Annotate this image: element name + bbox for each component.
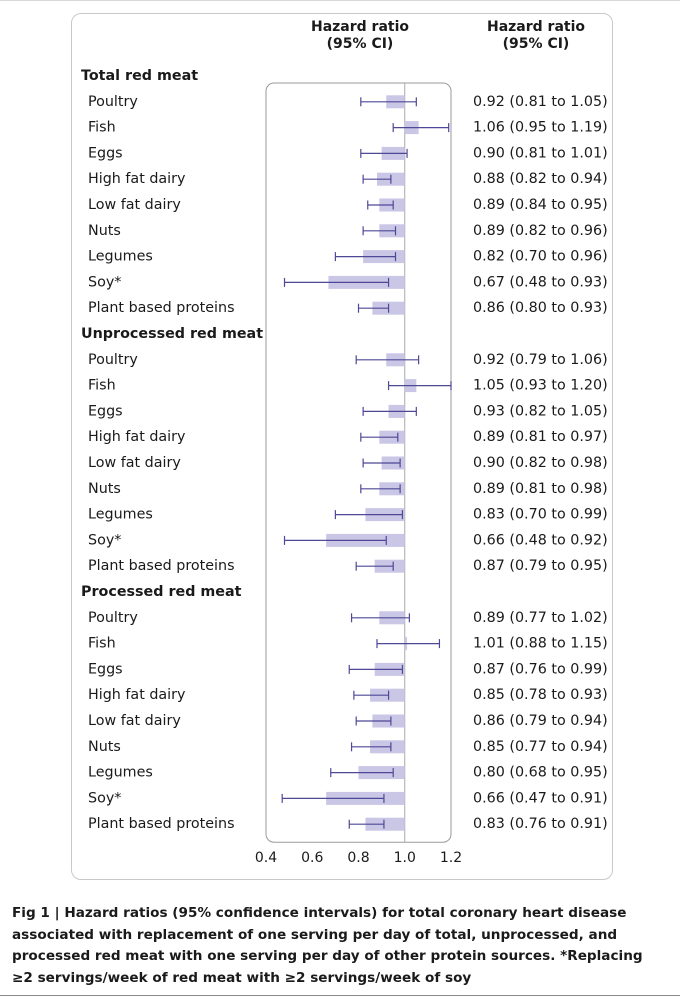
- hr-value-text: 0.88 (0.82 to 0.94): [473, 171, 608, 187]
- hr-value-text: 0.89 (0.84 to 0.95): [473, 197, 608, 213]
- row-label: Soy*: [88, 274, 121, 290]
- hr-value-text: 0.82 (0.70 to 0.96): [473, 249, 608, 265]
- row-label: Nuts: [88, 481, 121, 497]
- hr-value-text: 0.67 (0.48 to 0.93): [473, 274, 608, 290]
- hr-value-text: 0.92 (0.79 to 1.06): [473, 352, 608, 368]
- row-label: Low fat dairy: [88, 713, 181, 729]
- hr-value-text: 0.90 (0.81 to 1.01): [473, 145, 608, 161]
- row-label: High fat dairy: [88, 429, 186, 445]
- row-label: High fat dairy: [88, 687, 186, 703]
- hr-value-text: 1.05 (0.93 to 1.20): [473, 378, 608, 394]
- hr-value-text: 0.89 (0.77 to 1.02): [473, 610, 608, 626]
- value-column-header: Hazard ratio (95% CI): [466, 19, 606, 53]
- row-label: High fat dairy: [88, 171, 186, 187]
- row-label: Low fat dairy: [88, 455, 181, 471]
- hr-value-text: 0.93 (0.82 to 1.05): [473, 403, 608, 419]
- row-label: Plant based proteins: [88, 300, 235, 316]
- group-label-0: Total red meat: [81, 68, 198, 84]
- x-tick-label: 0.6: [301, 850, 323, 866]
- hr-value-text: 0.80 (0.68 to 0.95): [473, 765, 608, 781]
- row-label: Low fat dairy: [88, 197, 181, 213]
- row-label: Poultry: [88, 352, 138, 368]
- row-label: Soy*: [88, 790, 121, 806]
- row-label: Nuts: [88, 739, 121, 755]
- hr-value-text: 0.66 (0.47 to 0.91): [473, 790, 608, 806]
- hr-value-text: 0.87 (0.79 to 0.95): [473, 558, 608, 574]
- row-label: Eggs: [88, 145, 123, 161]
- group-label-2: Processed red meat: [81, 584, 242, 600]
- hr-box: [365, 817, 405, 831]
- x-tick-label: 1.0: [394, 850, 416, 866]
- value-header-line2: (95% CI): [502, 36, 570, 52]
- hr-value-text: 0.89 (0.81 to 0.97): [473, 429, 608, 445]
- bottom-rule: [0, 995, 680, 996]
- hr-value-text: 0.90 (0.82 to 0.98): [473, 455, 608, 471]
- row-label: Eggs: [88, 661, 123, 677]
- figure-panel: [71, 13, 613, 880]
- hr-value-text: 0.85 (0.77 to 0.94): [473, 739, 608, 755]
- hr-value-text: 0.86 (0.80 to 0.93): [473, 300, 608, 316]
- hr-value-text: 0.66 (0.48 to 0.92): [473, 532, 608, 548]
- row-label: Legumes: [88, 249, 153, 265]
- value-header-line1: Hazard ratio: [486, 19, 586, 35]
- hr-value-text: 0.86 (0.79 to 0.94): [473, 713, 608, 729]
- hr-value-text: 0.89 (0.81 to 0.98): [473, 481, 608, 497]
- row-label: Fish: [88, 636, 116, 652]
- row-label: Legumes: [88, 507, 153, 523]
- row-label: Plant based proteins: [88, 816, 235, 832]
- plot-header-line2: (95% CI): [326, 36, 394, 52]
- plot-frame: [265, 82, 452, 843]
- plot-header-line1: Hazard ratio: [310, 19, 410, 35]
- hr-value-text: 0.83 (0.76 to 0.91): [473, 816, 608, 832]
- row-label: Legumes: [88, 765, 153, 781]
- row-label: Poultry: [88, 610, 138, 626]
- hr-value-text: 0.89 (0.82 to 0.96): [473, 223, 608, 239]
- plot-column-header: Hazard ratio (95% CI): [290, 19, 430, 53]
- row-label: Soy*: [88, 532, 121, 548]
- x-tick-label: 0.8: [347, 850, 369, 866]
- row-label: Nuts: [88, 223, 121, 239]
- hr-value-text: 0.87 (0.76 to 0.99): [473, 661, 608, 677]
- top-rule: [0, 0, 680, 1]
- row-label: Poultry: [88, 94, 138, 110]
- x-tick-label: 1.2: [440, 850, 462, 866]
- hr-value-text: 0.85 (0.78 to 0.93): [473, 687, 608, 703]
- figure-caption: Fig 1 | Hazard ratios (95% confidence in…: [12, 903, 668, 989]
- row-label: Fish: [88, 120, 116, 136]
- row-label: Eggs: [88, 403, 123, 419]
- hr-value-text: 0.83 (0.70 to 0.99): [473, 507, 608, 523]
- row-label: Fish: [88, 378, 116, 394]
- caption-text: Hazard ratios (95% confidence intervals)…: [12, 905, 643, 986]
- forest-plot: Total red meat Poultry 0.92 (0.81 to 1.05)…: [81, 68, 608, 866]
- x-tick-label: 0.4: [255, 850, 277, 866]
- row-label: Plant based proteins: [88, 558, 235, 574]
- group-label-1: Unprocessed red meat: [81, 326, 263, 342]
- hr-value-text: 1.06 (0.95 to 1.19): [473, 120, 608, 136]
- figure-label: Fig 1 |: [12, 905, 65, 921]
- hr-value-text: 0.92 (0.81 to 1.05): [473, 94, 608, 110]
- hr-value-text: 1.01 (0.88 to 1.15): [473, 636, 608, 652]
